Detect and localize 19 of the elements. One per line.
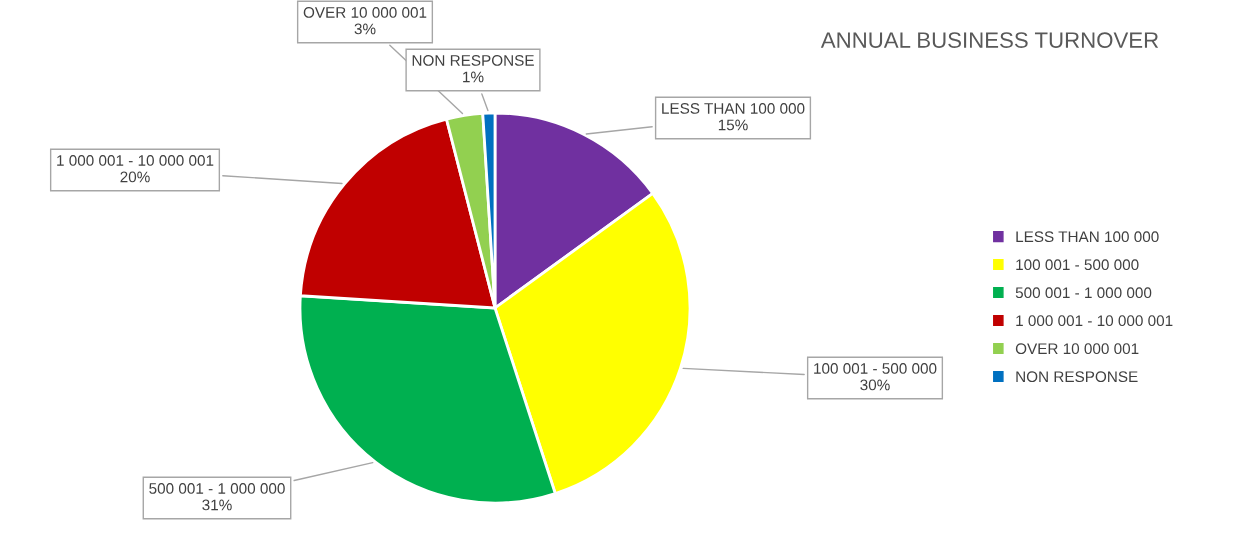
slice-label: OVER 10 000 001 — [303, 7, 427, 18]
slice-label: NON RESPONSE — [412, 55, 534, 66]
data-label: 1% — [463, 71, 484, 83]
slice-label: 500 001 - 1 000 000 — [149, 483, 285, 494]
legend-label: 100 001 - 500 000 — [1016, 259, 1139, 271]
legend-label: 1 000 001 - 10 000 001 — [1016, 315, 1173, 327]
data-label: 3% — [354, 23, 376, 35]
slice-label: LESS THAN 100 000 — [662, 103, 805, 114]
data-label: 30% — [860, 379, 890, 391]
legend-label: 500 001 - 1 000 000 — [1015, 287, 1152, 299]
slice-label: 100 001 - 500 000 — [814, 363, 937, 374]
text: ANNUAL BUSINESS TURNOVER — [820, 32, 1159, 48]
data-label: 15% — [718, 119, 748, 131]
legend-label: OVER 10 000 001 — [1015, 343, 1139, 355]
data-label: 20% — [120, 171, 150, 183]
slice-label: 1 000 001 - 10 000 001 — [57, 155, 214, 166]
legend-label: LESS THAN 100 000 — [1016, 231, 1159, 243]
legend-label: NON RESPONSE — [1016, 371, 1138, 383]
data-label: 31% — [202, 499, 232, 511]
